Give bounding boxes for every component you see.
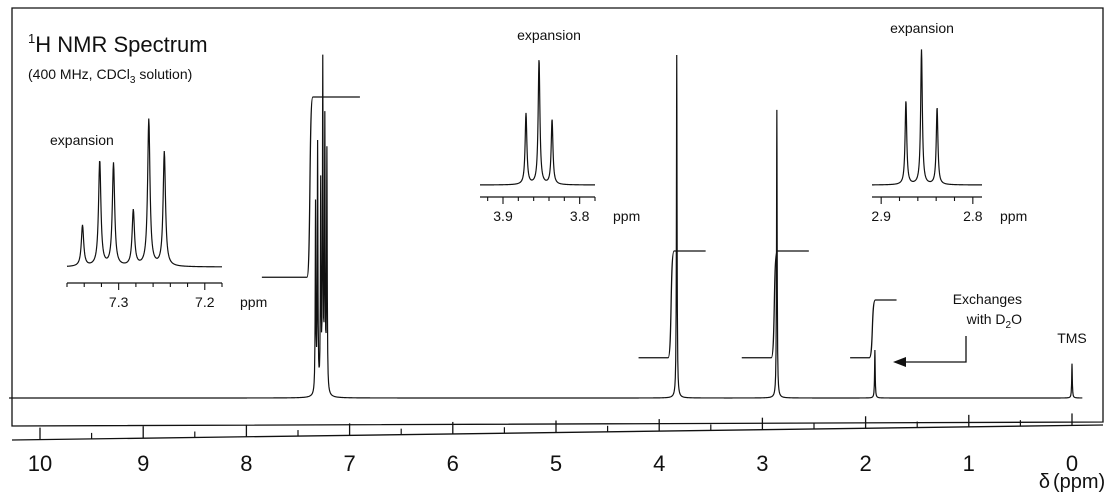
expansion-inset-0: expansion 7.3 7.2 ppm xyxy=(50,118,267,310)
title-superscript: 1 xyxy=(28,31,35,46)
exchange-label-line2: with D2O xyxy=(966,311,1022,331)
plot-frame xyxy=(11,7,1104,427)
integral-trace-2 xyxy=(741,250,809,359)
expansion-axis-unit: ppm xyxy=(613,208,640,224)
expansion-tick-label: 2.8 xyxy=(963,208,983,224)
x-tick-label: 3 xyxy=(756,451,768,476)
title-text: H NMR Spectrum xyxy=(35,32,207,57)
exchange-label-line1: Exchanges xyxy=(953,291,1022,307)
x-tick-label: 5 xyxy=(550,451,562,476)
expansion-tick-label: 7.2 xyxy=(195,294,215,310)
chart-subtitle: (400 MHz, CDCl3 solution) xyxy=(28,66,192,86)
x-axis-symbol: δ xyxy=(1039,471,1050,493)
expansion-axis-unit: ppm xyxy=(240,294,267,310)
expansion-axis-unit: ppm xyxy=(1000,208,1027,224)
expansion-label: expansion xyxy=(517,27,581,43)
expansion-inset-2: expansion 2.9 2.8 ppm xyxy=(871,20,1027,224)
subtitle-sub: 3 xyxy=(130,75,136,86)
expansion-tick-label: 3.9 xyxy=(493,208,513,224)
exchange-arrowhead xyxy=(893,357,906,367)
x-tick-label: 10 xyxy=(28,451,52,476)
exchange-line2-post: O xyxy=(1011,311,1022,327)
x-axis-line xyxy=(11,424,1104,441)
exchange-line2-pre: with D xyxy=(966,311,1006,327)
integral-trace-1 xyxy=(638,250,706,359)
spectrum-line xyxy=(9,54,1083,399)
x-tick-label: 7 xyxy=(343,451,355,476)
chart-title: 1H NMR Spectrum xyxy=(28,31,208,57)
expansion-spectrum xyxy=(872,49,982,186)
tms-label: TMS xyxy=(1057,330,1087,346)
expansion-tick-label: 2.9 xyxy=(871,208,891,224)
expansion-spectrum xyxy=(66,118,222,268)
x-tick-label: 4 xyxy=(653,451,665,476)
x-tick-label: 6 xyxy=(447,451,459,476)
integral-trace-3 xyxy=(850,299,897,359)
x-axis-label: δ (ppm) xyxy=(1039,471,1105,493)
x-tick-label: 1 xyxy=(963,451,975,476)
x-tick-label: 8 xyxy=(240,451,252,476)
exchange-arrow xyxy=(905,336,967,363)
x-axis-unit: (ppm) xyxy=(1053,471,1105,493)
subtitle-pre: (400 MHz, CDCl xyxy=(28,66,130,82)
expansion-tick-label: 7.3 xyxy=(109,294,129,310)
exchange-line2-sub: 2 xyxy=(1006,320,1012,331)
x-tick-label: 2 xyxy=(859,451,871,476)
expansion-label: expansion xyxy=(50,132,114,148)
expansion-label: expansion xyxy=(890,20,954,36)
x-tick-label: 9 xyxy=(137,451,149,476)
integral-trace-0 xyxy=(261,96,360,278)
subtitle-post: solution) xyxy=(135,66,192,82)
expansion-spectrum xyxy=(480,60,595,186)
expansion-tick-label: 3.8 xyxy=(570,208,590,224)
expansion-inset-1: expansion 3.9 3.8 ppm xyxy=(480,27,640,224)
x-tick-label: 0 xyxy=(1066,451,1078,476)
